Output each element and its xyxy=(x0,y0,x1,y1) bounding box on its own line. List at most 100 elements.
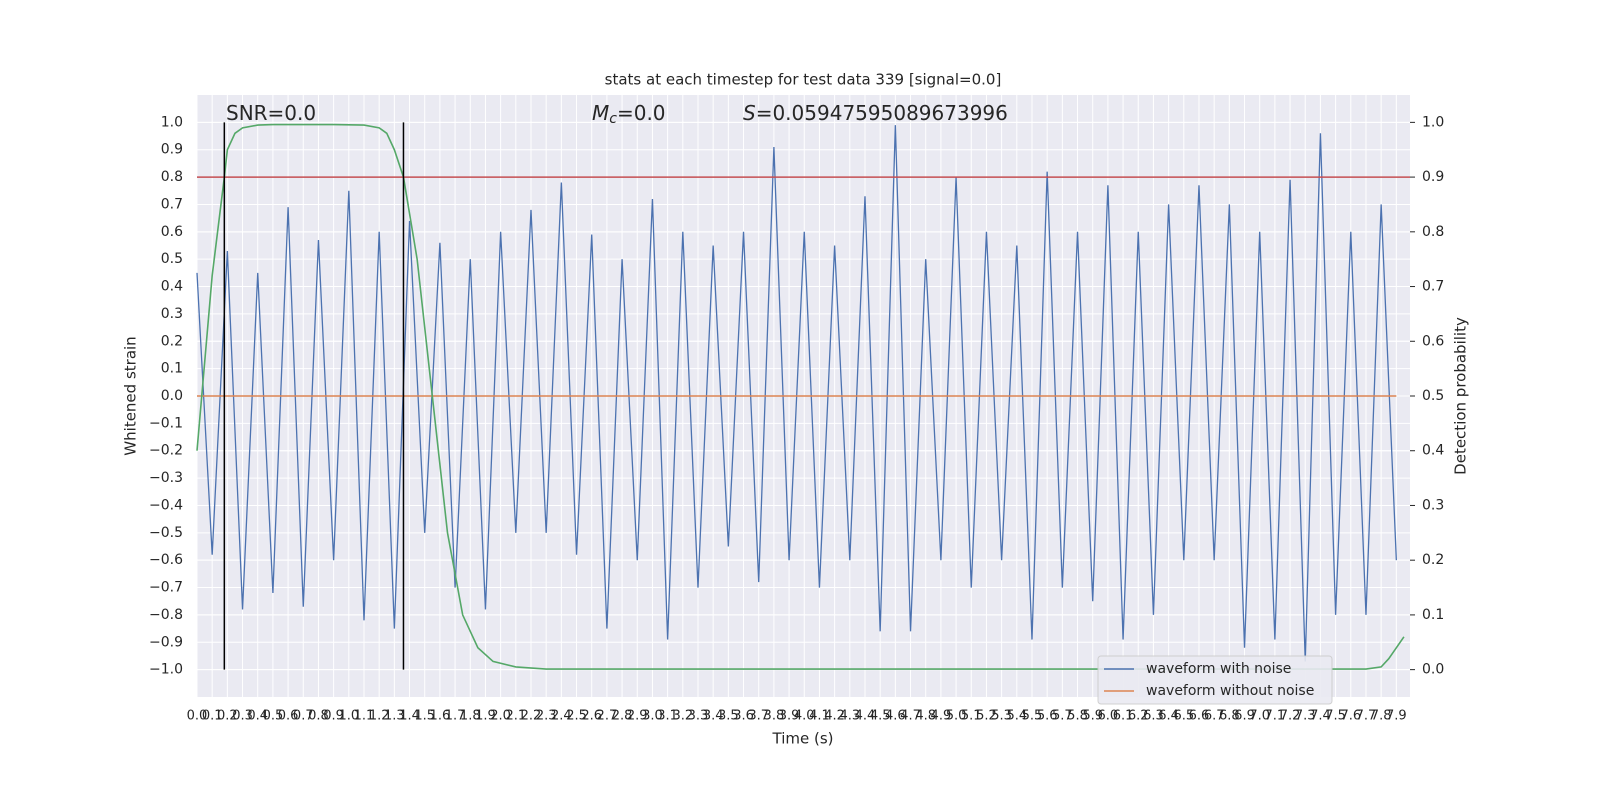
x-tick-label: 2.2 xyxy=(521,709,542,724)
x-tick-label: 7.5 xyxy=(1325,709,1346,724)
x-tick-label: 5.7 xyxy=(1052,709,1073,724)
x-tick-label: 6.2 xyxy=(1128,709,1149,724)
y-tick-label: −0.8 xyxy=(149,607,183,623)
y-tick-label: 1.0 xyxy=(161,114,183,130)
y2-tick-label: 0.4 xyxy=(1422,443,1444,459)
x-tick-label: 5.5 xyxy=(1022,709,1043,724)
x-tick-label: 0.5 xyxy=(263,709,284,724)
x-tick-label: 7.2 xyxy=(1280,709,1301,724)
x-tick-label: 3.1 xyxy=(657,709,678,724)
x-tick-label: 1.4 xyxy=(399,709,420,724)
x-tick-label: 4.8 xyxy=(915,709,936,724)
x-tick-label: 6.4 xyxy=(1158,709,1179,724)
y-tick-label: 0.7 xyxy=(161,196,183,212)
x-tick-label: 5.4 xyxy=(1006,709,1027,724)
y-tick-label: −0.1 xyxy=(149,415,183,431)
x-tick-label: 4.9 xyxy=(931,709,952,724)
y2-tick-label: 0.6 xyxy=(1422,333,1444,349)
x-tick-label: 6.3 xyxy=(1143,709,1164,724)
x-tick-label: 7.1 xyxy=(1265,709,1286,724)
y-tick-label: −1.0 xyxy=(149,662,183,678)
annotation-text: =0.0 xyxy=(617,101,666,125)
x-tick-label: 3.4 xyxy=(703,709,724,724)
y2-tick-label: 0.8 xyxy=(1422,224,1444,240)
y-tick-label: 0.0 xyxy=(161,388,183,404)
x-tick-label: 7.7 xyxy=(1356,709,1377,724)
y-tick-label: 0.6 xyxy=(161,224,183,240)
x-tick-label: 2.8 xyxy=(612,709,633,724)
x-tick-label: 4.7 xyxy=(900,709,921,724)
x-tick-label: 0.0 xyxy=(187,709,208,724)
annotation-text: =0.05947595089673996 xyxy=(756,101,1008,125)
y-tick-label: 0.1 xyxy=(161,361,183,377)
y-tick-label: −0.6 xyxy=(149,552,183,568)
annotation-text: SNR=0.0 xyxy=(226,101,316,125)
y-tick-label: 0.3 xyxy=(161,306,183,322)
x-tick-label: 6.0 xyxy=(1098,709,1119,724)
legend-label: waveform without noise xyxy=(1146,683,1314,699)
x-tick-label: 6.7 xyxy=(1204,709,1225,724)
y2-tick-label: 0.3 xyxy=(1422,497,1444,513)
x-tick-label: 4.3 xyxy=(839,709,860,724)
x-tick-label: 7.8 xyxy=(1371,709,1392,724)
x-tick-label: 6.1 xyxy=(1113,709,1134,724)
x-tick-label: 2.3 xyxy=(536,709,557,724)
x-tick-label: 7.3 xyxy=(1295,709,1316,724)
x-tick-label: 1.7 xyxy=(445,709,466,724)
marks xyxy=(196,122,1410,670)
annotation-symbol: M xyxy=(592,101,609,125)
x-tick-label: 3.6 xyxy=(733,709,754,724)
annotation: SNR=0.0 xyxy=(226,101,316,125)
y-tick-label: −0.9 xyxy=(149,634,183,650)
y-tick-label: 0.4 xyxy=(161,279,183,295)
y2-tick-label: 0.7 xyxy=(1422,279,1444,295)
x-tick-label: 0.9 xyxy=(323,709,344,724)
x-tick-label: 2.1 xyxy=(505,709,526,724)
labels: 0.00.10.20.30.40.50.60.70.80.91.01.11.21… xyxy=(149,101,1444,724)
x-tick-label: 1.1 xyxy=(354,709,375,724)
x-tick-label: 5.8 xyxy=(1067,709,1088,724)
x-tick-label: 0.2 xyxy=(217,709,238,724)
x-tick-label: 6.5 xyxy=(1173,709,1194,724)
x-tick-label: 3.8 xyxy=(764,709,785,724)
annotation: S=0.05947595089673996 xyxy=(743,101,1008,125)
y-tick-label: −0.2 xyxy=(149,443,183,459)
x-tick-label: 3.0 xyxy=(642,709,663,724)
x-tick-label: 3.9 xyxy=(779,709,800,724)
y2-tick-label: 0.1 xyxy=(1422,607,1444,623)
x-tick-label: 3.7 xyxy=(748,709,769,724)
y-tick-label: −0.4 xyxy=(149,497,183,513)
y2-tick-label: 0.9 xyxy=(1422,169,1444,185)
x-tick-label: 6.6 xyxy=(1189,709,1210,724)
series-line xyxy=(196,123,1405,670)
annotation-subscript: c xyxy=(609,111,617,127)
x-tick-label: 0.4 xyxy=(247,709,268,724)
y-tick-label: 0.9 xyxy=(161,142,183,158)
y-tick-label: 0.5 xyxy=(161,251,183,267)
x-tick-label: 2.5 xyxy=(566,709,587,724)
x-tick-label: 0.3 xyxy=(232,709,253,724)
y-tick-label: −0.7 xyxy=(149,580,183,596)
x-tick-label: 2.6 xyxy=(581,709,602,724)
x-tick-label: 0.1 xyxy=(202,709,223,724)
x-tick-label: 0.6 xyxy=(278,709,299,724)
y-axis-label: Whitened strain xyxy=(122,336,140,455)
x-tick-label: 7.0 xyxy=(1249,709,1270,724)
x-tick-label: 0.7 xyxy=(293,709,314,724)
x-tick-label: 1.8 xyxy=(460,709,481,724)
x-tick-label: 7.4 xyxy=(1310,709,1331,724)
x-tick-label: 4.2 xyxy=(824,709,845,724)
x-tick-label: 4.4 xyxy=(855,709,876,724)
y2-tick-label: 1.0 xyxy=(1422,114,1444,130)
y2-tick-label: 0.0 xyxy=(1422,662,1444,678)
y2-tick-label: 0.2 xyxy=(1422,552,1444,568)
x-tick-label: 3.2 xyxy=(672,709,693,724)
x-tick-label: 2.7 xyxy=(597,709,618,724)
x-tick-label: 7.6 xyxy=(1340,709,1361,724)
x-tick-label: 2.9 xyxy=(627,709,648,724)
x-tick-label: 4.6 xyxy=(885,709,906,724)
x-tick-label: 6.8 xyxy=(1219,709,1240,724)
x-tick-label: 1.2 xyxy=(369,709,390,724)
